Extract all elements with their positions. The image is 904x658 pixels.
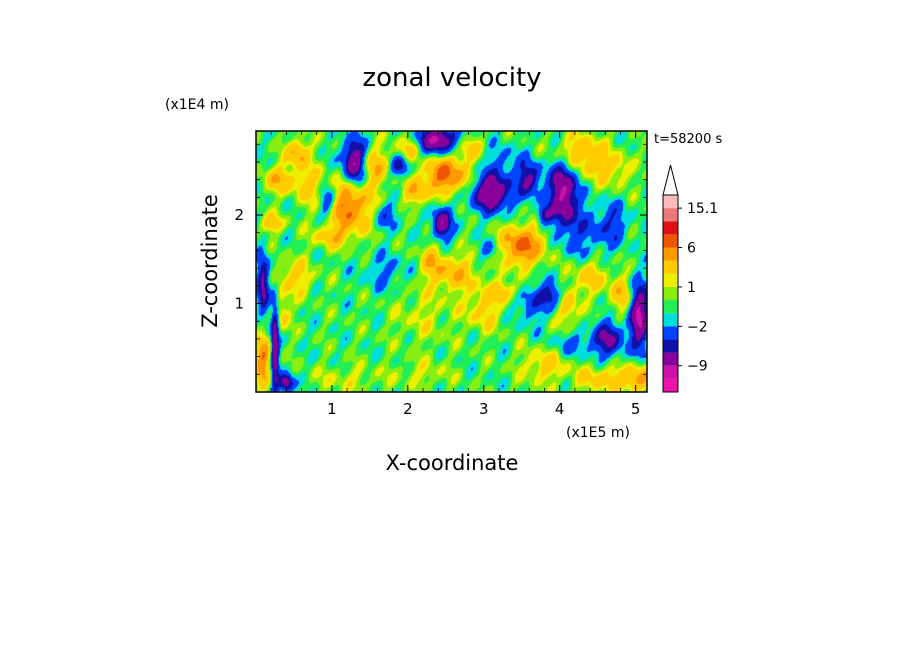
colorbar-segment	[663, 378, 678, 392]
x-tick-label: 2	[403, 400, 413, 418]
y-tick-label: 2	[234, 206, 244, 224]
colorbar-segment	[663, 352, 678, 366]
colorbar-segment	[663, 313, 678, 327]
x-tick-label: 4	[555, 400, 565, 418]
x-axis: 1 2 3 4 5	[270, 131, 641, 418]
x-tick-label: 3	[479, 400, 489, 418]
colorbar: 15.1 6 1 −2 −9	[662, 164, 718, 393]
colorbar-segment	[663, 326, 678, 340]
y-axis-title: Z-coordinate	[198, 194, 222, 328]
colorbar-segment	[663, 247, 678, 261]
y-axis: 12	[234, 143, 647, 375]
colorbar-label: −9	[687, 359, 708, 375]
colorbar-label: 15.1	[687, 201, 718, 217]
colorbar-extend-arrow	[662, 164, 679, 196]
x-tick-label: 1	[327, 400, 337, 418]
chart-title: zonal velocity	[362, 63, 541, 93]
colorbar-segment	[663, 221, 678, 235]
plot-frame	[255, 130, 648, 393]
x-scale-label: (x1E5 m)	[566, 425, 630, 441]
colorbar-segment	[663, 339, 678, 353]
y-scale-label: (x1E4 m)	[165, 97, 229, 113]
y-tick-label: 1	[234, 295, 244, 313]
colorbar-segment	[663, 234, 678, 248]
colorbar-segment	[663, 365, 678, 379]
contour-field	[256, 131, 647, 392]
colorbar-segment	[663, 208, 678, 222]
colorbar-label: 6	[687, 241, 696, 257]
colorbar-segment	[663, 286, 678, 301]
colorbar-segment	[663, 260, 678, 274]
time-label: t=58200 s	[654, 132, 722, 147]
colorbar-frame	[662, 194, 679, 393]
colorbar-label: −2	[687, 319, 708, 335]
x-axis-title: X-coordinate	[386, 451, 519, 475]
colorbar-segment	[663, 273, 678, 287]
colorbar-segment	[663, 300, 678, 314]
colorbar-label: 1	[687, 280, 696, 296]
x-tick-label: 5	[631, 400, 641, 418]
colorbar-segment	[663, 195, 678, 209]
